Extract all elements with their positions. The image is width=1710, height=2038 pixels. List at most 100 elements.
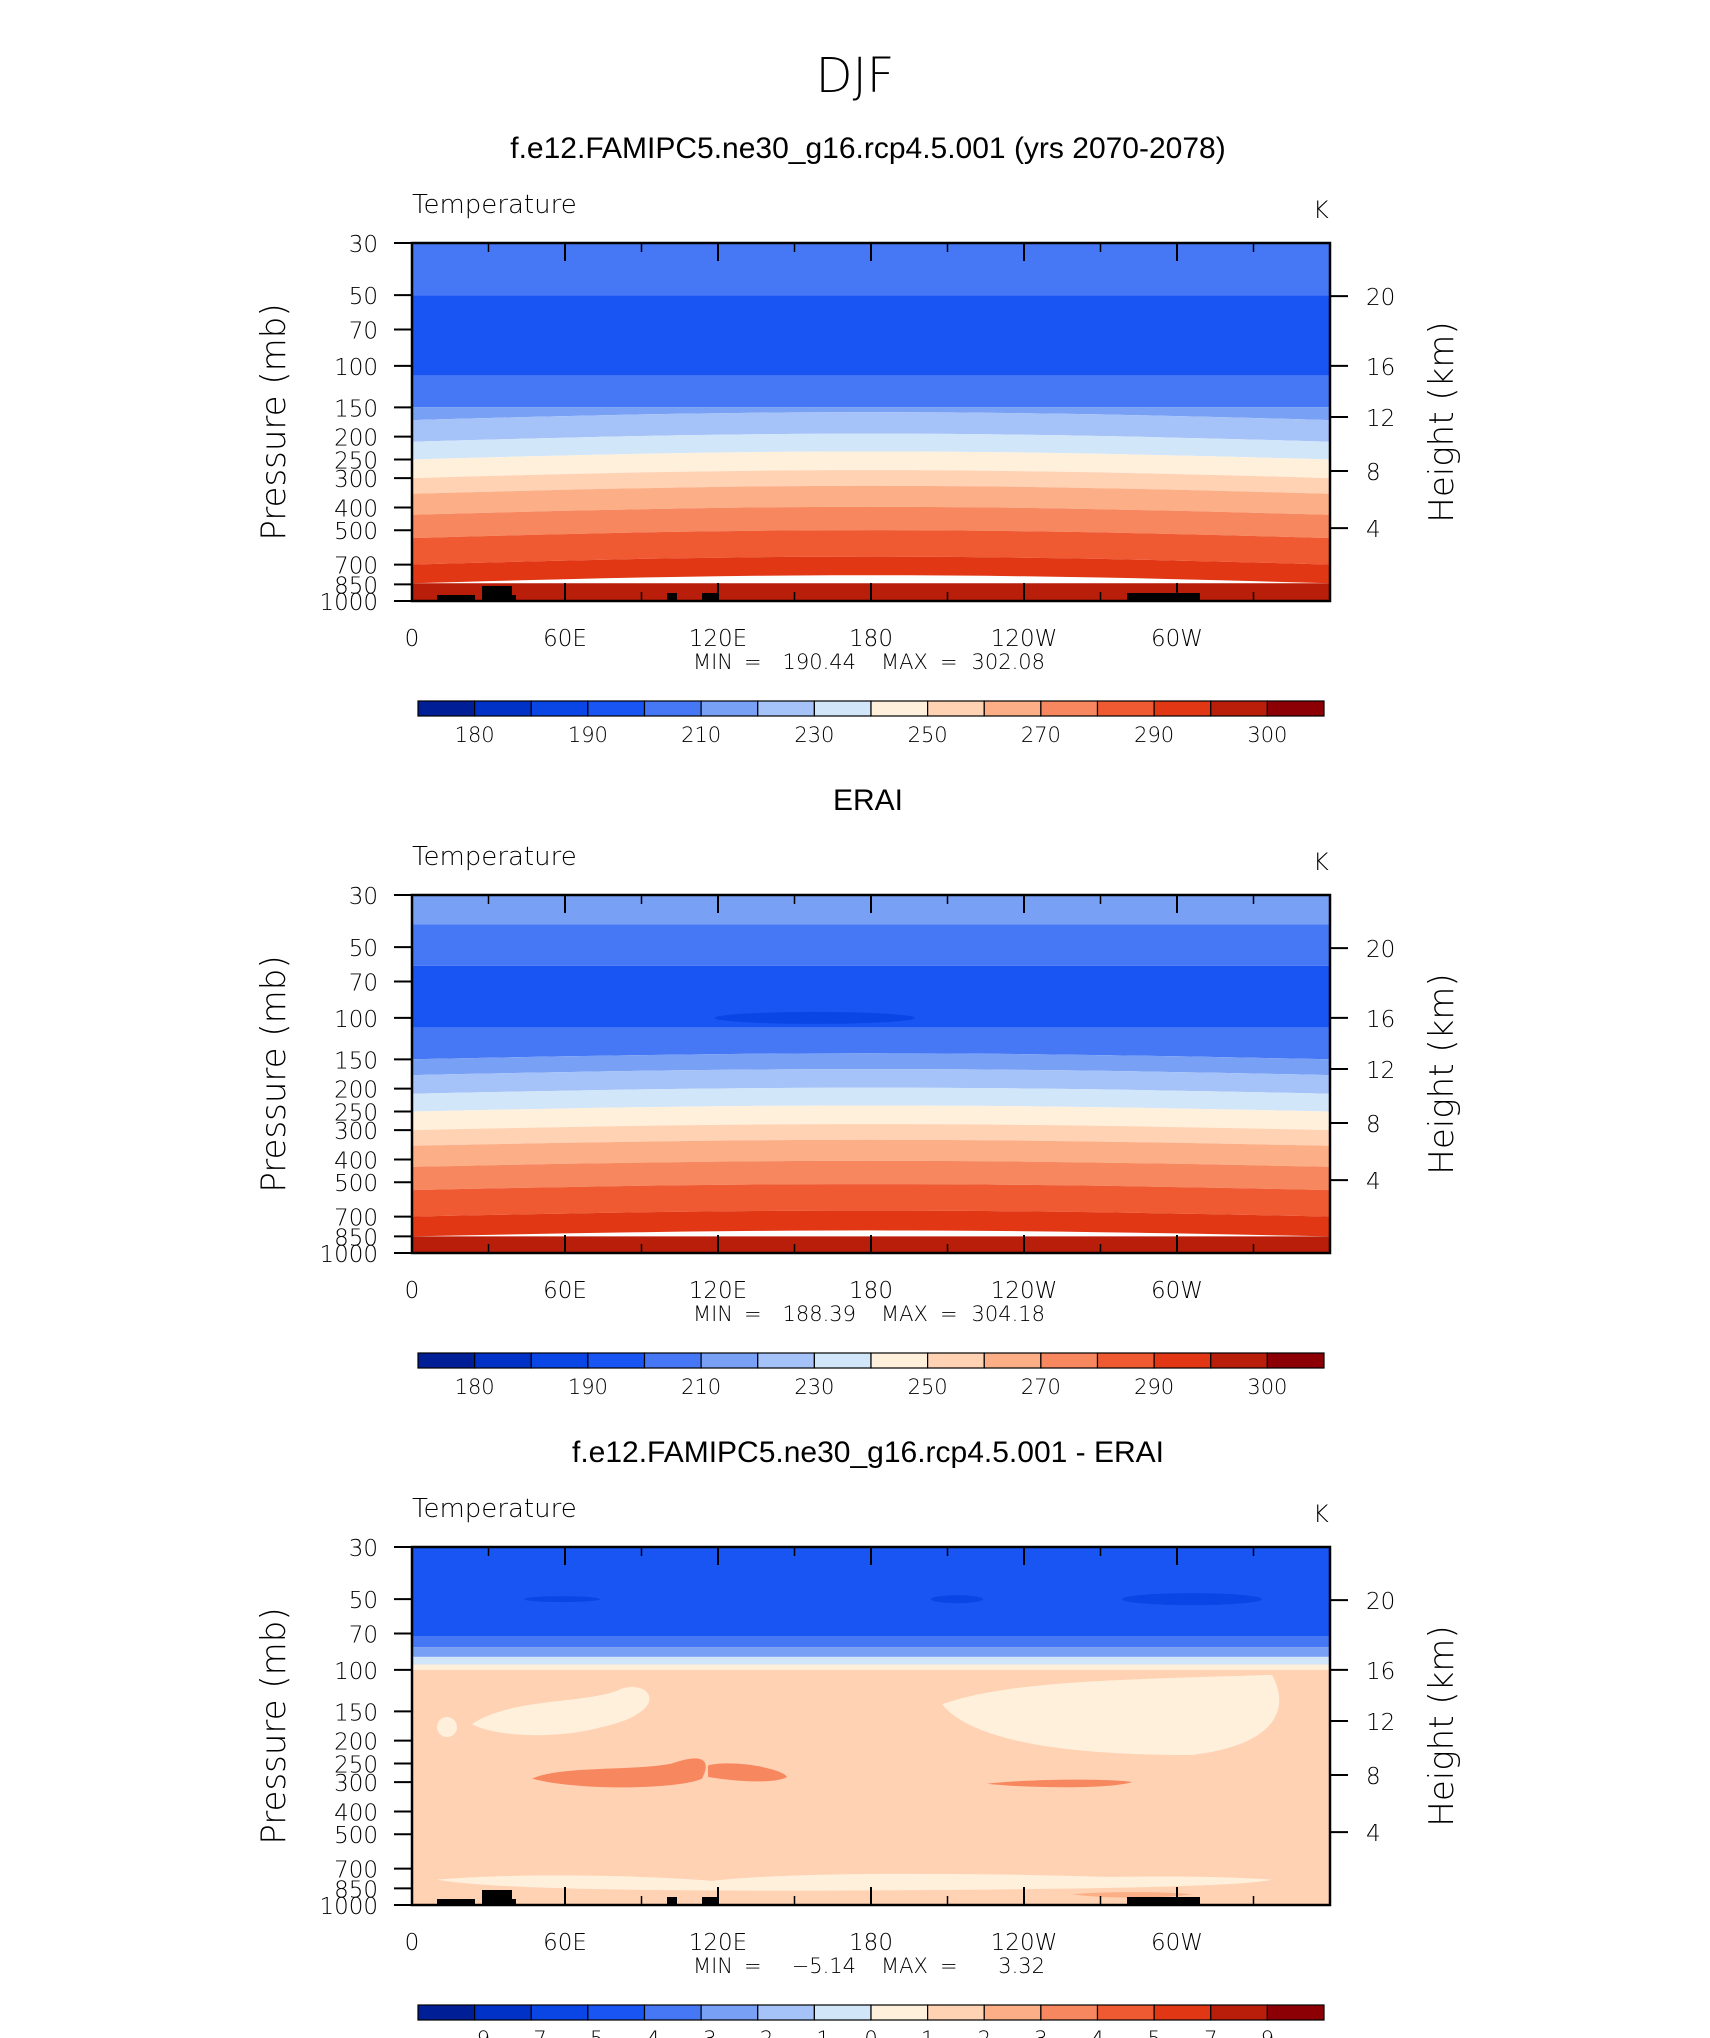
max-value: 304.18 <box>972 1302 1045 1326</box>
panel-1: f.e12.FAMIPC5.ne30_g16.rcp4.5.001 (yrs 2… <box>254 132 1462 747</box>
contour-band <box>412 530 1330 565</box>
panel-3: f.e12.FAMIPC5.ne30_g16.rcp4.5.001 - ERAI… <box>254 1436 1462 2038</box>
contour-band <box>412 1053 1330 1076</box>
y-tick-label: 100 <box>334 355 378 381</box>
colorbar: −9 −7 −5 −4 −3 −2 −1 0 1 2 3 4 5 7 9 <box>417 2004 1325 2038</box>
x-tick-label: 120E <box>689 1930 747 1956</box>
x-tick-label: 60E <box>543 1930 587 1956</box>
contour-blob <box>437 1717 457 1738</box>
terrain-mask <box>437 1899 475 1905</box>
y-right-tick-label: 20 <box>1366 1589 1395 1615</box>
y-tick-label: 400 <box>334 1800 378 1826</box>
colorbar-label: 290 <box>1134 723 1174 747</box>
x-tick-label: 60E <box>543 1278 587 1304</box>
contour-blob <box>715 1011 915 1024</box>
y-tick-label: 1000 <box>319 590 378 616</box>
colorbar-swatch <box>530 1352 589 1369</box>
contour-blob <box>931 1595 983 1604</box>
x-tick-label: 120W <box>991 626 1058 652</box>
colorbar-swatch <box>587 1352 646 1369</box>
contour-band <box>412 1139 1330 1167</box>
y-tick-label: 70 <box>349 971 378 997</box>
terrain-mask <box>482 1890 512 1905</box>
contour-blob <box>472 1686 650 1736</box>
y-tick-label: 150 <box>334 1700 378 1726</box>
colorbar-swatch <box>927 1352 985 1369</box>
y-tick-label: 50 <box>349 284 378 310</box>
colorbar-label: 7 <box>1204 2027 1217 2038</box>
colorbar-swatch <box>757 2004 815 2021</box>
colorbar-label: 180 <box>455 723 495 747</box>
y-tick-label: 250 <box>334 448 378 474</box>
terrain-mask <box>1127 1897 1200 1905</box>
colorbar-label: 270 <box>1021 1375 1061 1399</box>
y-tick-label: 850 <box>334 1225 378 1251</box>
x-tick-label: 60W <box>1151 626 1203 652</box>
colorbar-label: −2 <box>742 2027 773 2038</box>
max-value: 3.32 <box>998 1954 1045 1978</box>
colorbar-swatch <box>1266 700 1325 717</box>
y-tick-label: 700 <box>334 1858 378 1884</box>
y-right-tick-label: 8 <box>1366 460 1381 486</box>
colorbar-swatch <box>530 700 589 717</box>
colorbar-swatch <box>1096 700 1155 717</box>
contour-band <box>412 485 1330 515</box>
y-tick-label: 300 <box>334 1119 378 1145</box>
y-tick-label: 200 <box>334 1730 378 1756</box>
y-right-tick-label: 8 <box>1366 1112 1381 1138</box>
equals-sign: = <box>940 1954 958 1978</box>
colorbar-swatch <box>587 2004 646 2021</box>
contour-blob <box>1072 1892 1192 1898</box>
colorbar: 180 190 210 230 250 270 290 300 <box>417 1352 1325 1399</box>
colorbar-swatch <box>927 700 985 717</box>
colorbar-swatch <box>474 700 532 717</box>
x-tick-label: 0 <box>405 1278 420 1304</box>
colorbar-label: 9 <box>1261 2027 1274 2038</box>
colorbar-swatch <box>587 700 646 717</box>
contour-band <box>412 1160 1330 1191</box>
contour-blob <box>1122 1593 1262 1606</box>
y-tick-label: 400 <box>334 496 378 522</box>
contour-band <box>412 1664 1330 1670</box>
terrain-mask <box>667 593 677 601</box>
equals-sign: = <box>940 1302 958 1326</box>
y-axis-label-left: Pressure (mb) <box>254 303 294 540</box>
colorbar-label: 210 <box>681 1375 721 1399</box>
x-tick-label: 180 <box>849 1930 893 1956</box>
y-right-tick-label: 12 <box>1366 1058 1395 1084</box>
min-value: −5.14 <box>792 1954 856 1978</box>
colorbar-label: 230 <box>794 723 834 747</box>
colorbar-swatch <box>417 2004 476 2021</box>
variable-label: Temperature <box>412 190 577 220</box>
colorbar-label: −9 <box>459 2027 490 2038</box>
colorbar-label: 180 <box>455 1375 495 1399</box>
y-tick-label: 200 <box>334 1078 378 1104</box>
y-right-tick-label: 20 <box>1366 937 1395 963</box>
colorbar-swatch <box>1266 2004 1325 2021</box>
panel-title: ERAI <box>833 784 903 817</box>
contour-blob <box>942 1674 1280 1755</box>
equals-sign: = <box>744 1302 762 1326</box>
colorbar-swatch <box>643 2004 702 2021</box>
y-tick-label: 500 <box>334 519 378 545</box>
colorbar-swatch <box>927 2004 985 2021</box>
colorbar-label: −3 <box>686 2027 717 2038</box>
contour-blob <box>437 1873 1272 1891</box>
y-right-tick-label: 4 <box>1366 517 1381 543</box>
colorbar-label: 290 <box>1134 1375 1174 1399</box>
contour-band <box>412 375 1330 408</box>
y-tick-label: 300 <box>334 1771 378 1797</box>
min-label: MIN <box>693 650 733 674</box>
colorbar-swatch <box>1266 1352 1325 1369</box>
panels: f.e12.FAMIPC5.ne30_g16.rcp4.5.001 (yrs 2… <box>254 132 1462 2038</box>
colorbar-swatch <box>757 700 815 717</box>
y-tick-label: 1000 <box>319 1894 378 1920</box>
terrain-mask <box>702 1897 717 1905</box>
colorbar-label: 4 <box>1091 2027 1104 2038</box>
colorbar-label: 3 <box>1034 2027 1047 2038</box>
panel-title: f.e12.FAMIPC5.ne30_g16.rcp4.5.001 - ERAI <box>572 1436 1164 1469</box>
y-tick-label: 850 <box>334 573 378 599</box>
y-tick-label: 250 <box>334 1100 378 1126</box>
terrain-mask <box>482 586 512 601</box>
y-right-tick-label: 20 <box>1366 285 1395 311</box>
